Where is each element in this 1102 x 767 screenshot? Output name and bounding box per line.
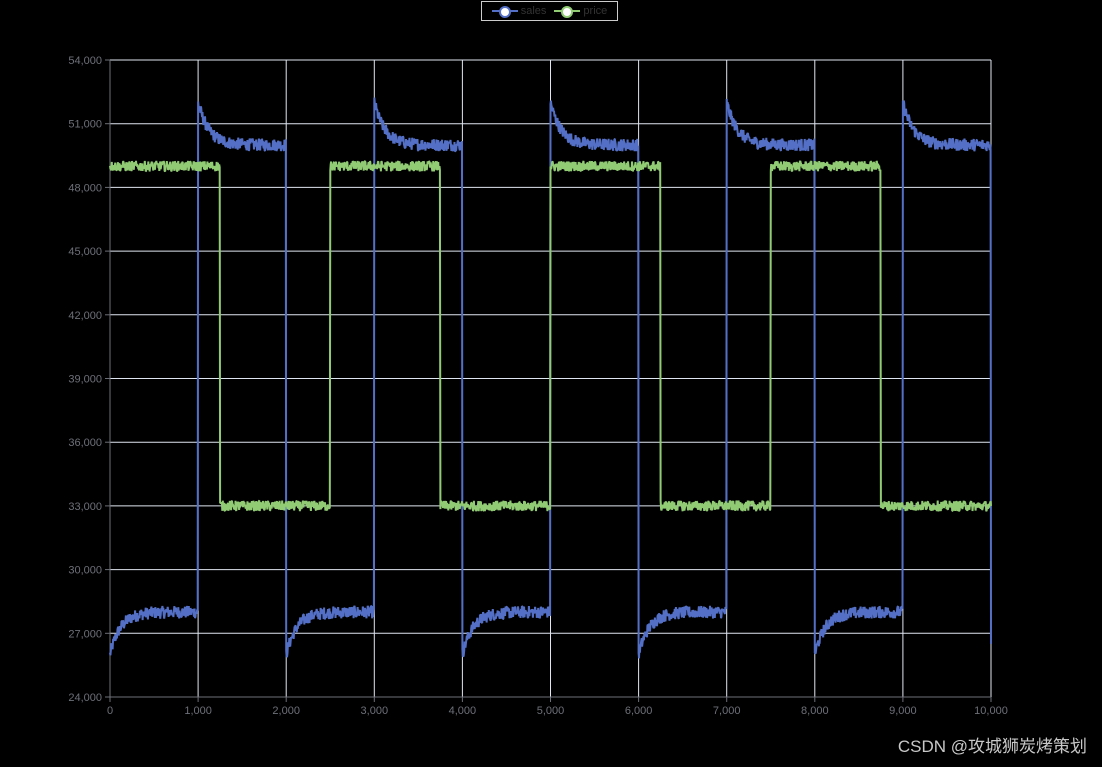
- sales-legend-icon: [491, 5, 518, 18]
- y-tick-label: 39,000: [68, 374, 102, 386]
- axes: 24,000 27,000 30,000 33,000 36,000 39,000 42,0…: [68, 55, 1007, 717]
- legend-label-price: price: [583, 5, 608, 17]
- x-tick-label: 2,000: [272, 705, 300, 717]
- x-tick-label: 9,000: [889, 705, 917, 717]
- x-tick-label: 4,000: [449, 705, 477, 717]
- y-tick-label: 54,000: [68, 55, 102, 67]
- chart-legend: sales price: [481, 1, 618, 21]
- y-tick-label: 36,000: [68, 437, 102, 449]
- y-tick-label: 24,000: [68, 692, 102, 704]
- sales-series-line: [109, 97, 992, 659]
- legend-label-sales: sales: [520, 5, 547, 17]
- price-series-line: [109, 160, 992, 512]
- y-tick-label: 30,000: [68, 565, 102, 577]
- x-tick-label: 7,000: [713, 705, 741, 717]
- price-legend-icon: [554, 5, 581, 18]
- y-tick-label: 42,000: [68, 310, 102, 322]
- x-tick-label: 10,000: [974, 705, 1008, 717]
- watermark: CSDN @攻城狮炭烤策划: [897, 737, 1087, 756]
- legend-item-sales[interactable]: sales: [491, 5, 547, 18]
- x-tick-label: 1,000: [184, 705, 212, 717]
- legend-item-price[interactable]: price: [554, 5, 608, 18]
- series-layer: [109, 97, 992, 659]
- x-tick-label: 6,000: [625, 705, 653, 717]
- y-tick-label: 27,000: [68, 628, 102, 640]
- y-tick-label: 51,000: [68, 119, 102, 131]
- x-tick-label: 3,000: [361, 705, 389, 717]
- x-tick-label: 8,000: [801, 705, 829, 717]
- y-tick-label: 33,000: [68, 501, 102, 513]
- x-tick-label: 5,000: [537, 705, 565, 717]
- x-tick-label: 0: [107, 705, 113, 717]
- y-tick-label: 45,000: [68, 246, 102, 258]
- y-tick-label: 48,000: [68, 182, 102, 194]
